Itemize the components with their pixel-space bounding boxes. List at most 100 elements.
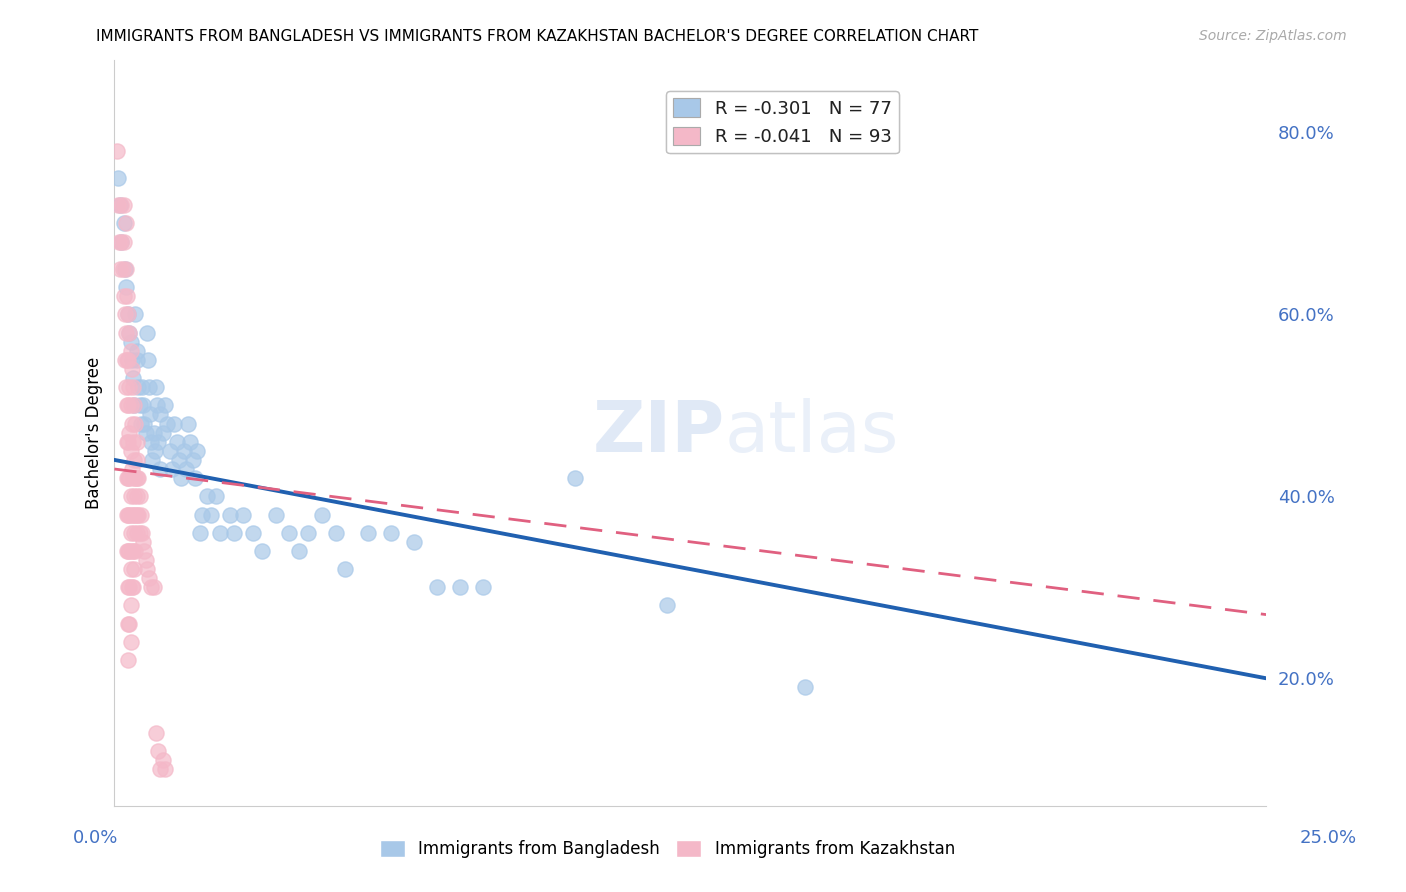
Point — [118, 380, 141, 394]
Point — [179, 434, 201, 449]
Point — [122, 398, 145, 412]
Point — [160, 462, 183, 476]
Point — [152, 753, 174, 767]
Point — [114, 307, 136, 321]
Point — [142, 580, 165, 594]
Point — [250, 544, 273, 558]
Point — [186, 443, 208, 458]
Point — [115, 380, 138, 394]
Point — [142, 425, 165, 440]
Point — [380, 525, 402, 540]
Point — [120, 343, 142, 358]
Point — [184, 471, 207, 485]
Point — [120, 562, 142, 576]
Point — [121, 417, 143, 431]
Point — [121, 508, 143, 522]
Point — [181, 453, 204, 467]
Text: atlas: atlas — [725, 398, 900, 467]
Point — [122, 562, 145, 576]
Point — [128, 489, 150, 503]
Point — [125, 471, 148, 485]
Point — [114, 261, 136, 276]
Point — [115, 216, 138, 230]
Point — [117, 352, 139, 367]
Point — [127, 471, 149, 485]
Point — [204, 489, 226, 503]
Point — [117, 508, 139, 522]
Point — [145, 380, 167, 394]
Point — [125, 508, 148, 522]
Point — [141, 453, 163, 467]
Point — [149, 408, 172, 422]
Point — [117, 544, 139, 558]
Point — [232, 508, 254, 522]
Point — [117, 653, 139, 667]
Point — [167, 453, 190, 467]
Point — [115, 280, 138, 294]
Point — [124, 307, 146, 321]
Point — [135, 562, 157, 576]
Point — [264, 508, 287, 522]
Point — [120, 599, 142, 613]
Point — [131, 380, 153, 394]
Point — [120, 398, 142, 412]
Point — [449, 580, 471, 594]
Point — [128, 398, 150, 412]
Point — [159, 443, 181, 458]
Point — [134, 417, 156, 431]
Point — [402, 534, 425, 549]
Point — [121, 362, 143, 376]
Point — [129, 508, 152, 522]
Point — [200, 508, 222, 522]
Point — [127, 380, 149, 394]
Point — [124, 508, 146, 522]
Point — [127, 489, 149, 503]
Point — [120, 443, 142, 458]
Point — [118, 616, 141, 631]
Point — [794, 681, 817, 695]
Point — [110, 235, 132, 249]
Point — [174, 462, 197, 476]
Point — [146, 744, 169, 758]
Point — [124, 417, 146, 431]
Point — [564, 471, 586, 485]
Point — [120, 635, 142, 649]
Point — [118, 508, 141, 522]
Point — [127, 525, 149, 540]
Point — [117, 398, 139, 412]
Point — [146, 398, 169, 412]
Point — [127, 508, 149, 522]
Point — [118, 326, 141, 340]
Point — [122, 453, 145, 467]
Point — [121, 580, 143, 594]
Point — [148, 462, 170, 476]
Point — [112, 198, 135, 212]
Point — [122, 398, 145, 412]
Point — [357, 525, 380, 540]
Point — [112, 235, 135, 249]
Point — [146, 434, 169, 449]
Point — [195, 489, 218, 503]
Point — [173, 443, 195, 458]
Point — [127, 352, 149, 367]
Point — [143, 443, 166, 458]
Text: ZIP: ZIP — [592, 398, 725, 467]
Point — [121, 471, 143, 485]
Point — [110, 235, 132, 249]
Point — [114, 352, 136, 367]
Point — [112, 289, 135, 303]
Point — [124, 544, 146, 558]
Point — [141, 434, 163, 449]
Point — [139, 408, 162, 422]
Point — [311, 508, 333, 522]
Legend: R = -0.301   N = 77, R = -0.041   N = 93: R = -0.301 N = 77, R = -0.041 N = 93 — [666, 91, 898, 153]
Point — [117, 307, 139, 321]
Point — [117, 307, 139, 321]
Point — [127, 453, 149, 467]
Point — [112, 216, 135, 230]
Point — [125, 343, 148, 358]
Point — [120, 489, 142, 503]
Point — [121, 544, 143, 558]
Text: 0.0%: 0.0% — [73, 830, 118, 847]
Text: Source: ZipAtlas.com: Source: ZipAtlas.com — [1199, 29, 1347, 43]
